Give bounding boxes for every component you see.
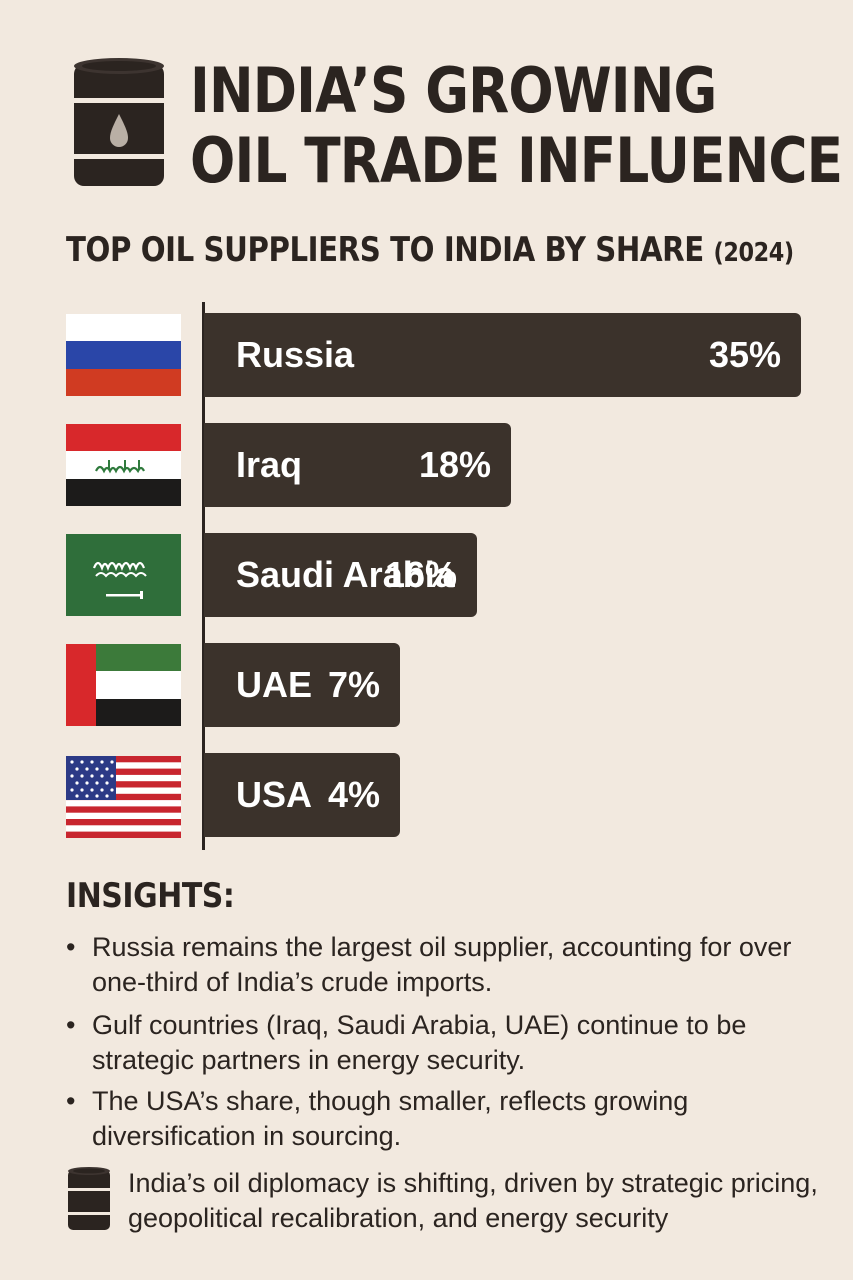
insight-item: • Russia remains the largest oil supplie… (66, 930, 836, 1000)
bar-label: USA (236, 774, 313, 815)
insight-text: Gulf countries (Iraq, Saudi Arabia, UAE)… (92, 1010, 747, 1075)
bullet-icon: • (66, 1010, 76, 1040)
oil-barrel-icon (70, 58, 168, 186)
chart-title: TOP OIL SUPPLIERS TO INDIA BY SHARE (202… (66, 228, 794, 275)
bullet-icon: • (66, 1086, 76, 1116)
bar-label: Russia (236, 334, 355, 375)
page-title: INDIA’S GROWING OIL TRADE INFLUENCE (190, 54, 843, 197)
insight-text: The USA’s share, though smaller, reflect… (92, 1086, 689, 1151)
bar-label: Saudi Arabia (236, 554, 455, 595)
bullet-icon: • (66, 932, 76, 962)
bar-label: Iraq (236, 444, 303, 485)
insight-item: • The USA’s share, though smaller, refle… (66, 1084, 836, 1154)
saudi-arabia-flag-icon (66, 534, 181, 616)
title-line-1: INDIA’S GROWING (190, 54, 717, 127)
footer-note: India’s oil diplomacy is shifting, drive… (128, 1168, 818, 1233)
usa-flag-icon (66, 756, 181, 838)
bar-value-label: 35% (708, 334, 781, 375)
bar-value-label: 16% (384, 554, 457, 595)
title-line-2: OIL TRADE INFLUENCE (190, 124, 843, 197)
bar-value-label: 4% (327, 774, 380, 815)
uae-flag-icon (66, 644, 181, 726)
bar-value-label: 7% (327, 664, 380, 705)
bar-saudi-arabia: Saudi Arabia 16% (204, 533, 477, 617)
bar-uae: UAE 7% (204, 643, 400, 727)
insights-heading: INSIGHTS: (66, 876, 235, 916)
bar-iraq: Iraq 18% (204, 423, 511, 507)
insight-item: • Gulf countries (Iraq, Saudi Arabia, UA… (66, 1008, 836, 1078)
bar-usa: USA 4% (204, 753, 400, 837)
oil-barrel-icon (66, 1167, 112, 1230)
iraq-flag-icon (66, 424, 181, 506)
bar-value-label: 18% (418, 444, 491, 485)
chart-title-text: TOP OIL SUPPLIERS TO INDIA BY SHARE (66, 230, 704, 270)
bar-label: UAE (236, 664, 313, 705)
chart-title-year: (2024) (713, 238, 795, 268)
chart-axis-line (202, 302, 205, 850)
insight-text: Russia remains the largest oil supplier,… (92, 932, 792, 997)
russia-flag-icon (66, 314, 181, 396)
bar-russia: Russia 35% (204, 313, 801, 397)
